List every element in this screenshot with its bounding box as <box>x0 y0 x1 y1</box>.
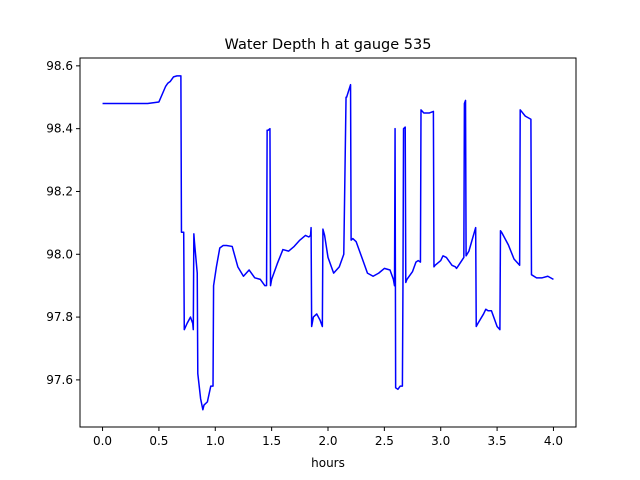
y-tick-label: 98.4 <box>46 122 73 136</box>
chart-title: Water Depth h at gauge 535 <box>225 37 432 53</box>
plot-area <box>102 75 554 411</box>
x-tick-label: 3.0 <box>431 434 450 448</box>
y-axis: 97.6 97.8 98.0 98.2 98.4 98.6 <box>46 59 80 387</box>
y-tick-label: 98.0 <box>46 247 73 261</box>
x-axis: 0.0 0.5 1.0 1.5 2.0 2.5 3.0 3.5 4.0 <box>93 427 563 448</box>
y-tick-label: 97.6 <box>46 373 73 387</box>
x-tick-label: 0.5 <box>149 434 168 448</box>
x-tick-label: 1.5 <box>262 434 281 448</box>
x-tick-label: 2.5 <box>375 434 394 448</box>
x-tick-label: 2.0 <box>318 434 337 448</box>
x-axis-title: hours <box>311 456 345 470</box>
series-line-0 <box>102 75 554 411</box>
y-tick-label: 97.8 <box>46 310 73 324</box>
x-tick-label: 1.0 <box>206 434 225 448</box>
y-tick-label: 98.2 <box>46 184 73 198</box>
x-tick-label: 4.0 <box>544 434 563 448</box>
x-tick-label: 3.5 <box>488 434 507 448</box>
x-tick-label: 0.0 <box>93 434 112 448</box>
y-tick-label: 98.6 <box>46 59 73 73</box>
